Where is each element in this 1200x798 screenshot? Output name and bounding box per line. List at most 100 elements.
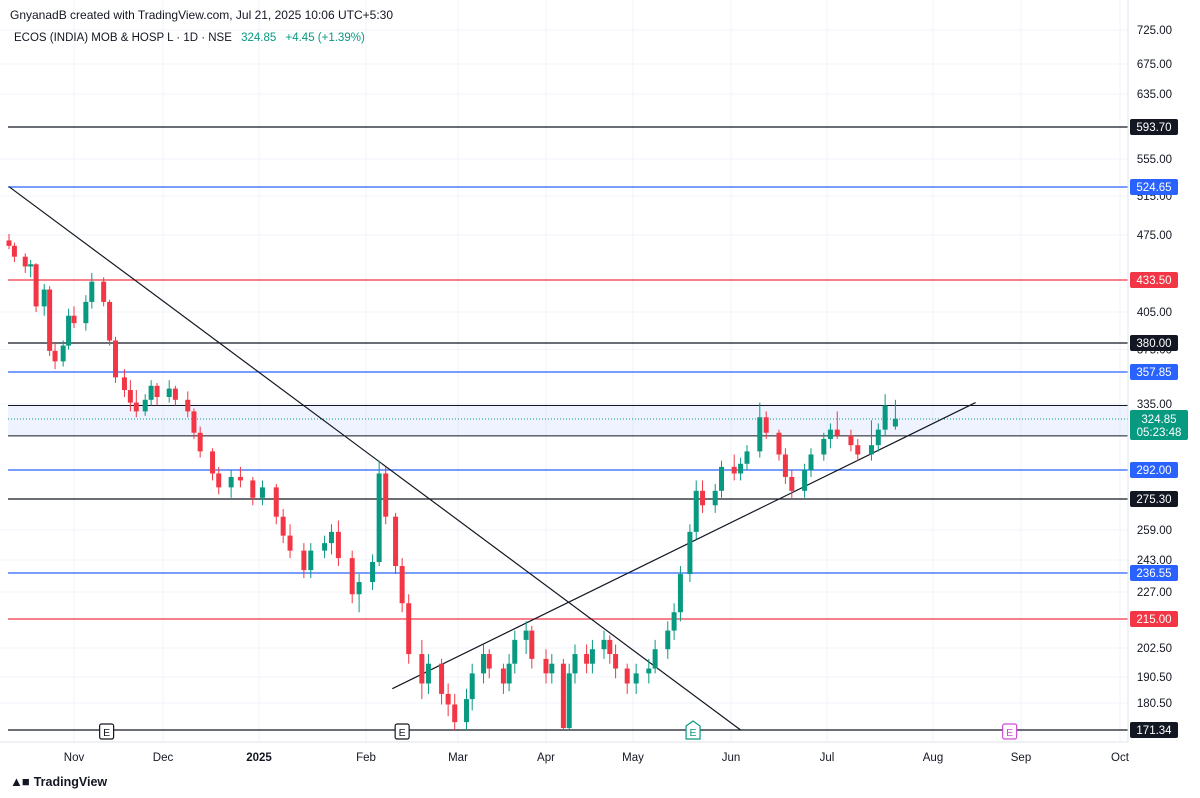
price-change: +4.45 (+1.39%) (285, 32, 365, 44)
bar-countdown-label: 05:23:48 (1137, 427, 1182, 439)
level-badge (1130, 462, 1178, 478)
brand-label: TradingView (33, 774, 108, 789)
candle (197, 426, 203, 458)
candle (250, 476, 256, 506)
candle (677, 566, 683, 622)
candle (693, 480, 699, 540)
candle-body (154, 385, 160, 397)
candle-body (280, 516, 286, 536)
candle (399, 558, 405, 613)
candle (142, 394, 148, 416)
candle (633, 663, 639, 694)
price-tick-label: 202.50 (1137, 643, 1172, 655)
candle-body (349, 558, 355, 595)
candle-body (652, 649, 658, 669)
candle (763, 411, 769, 439)
candle (744, 445, 750, 470)
candle-body (133, 402, 139, 412)
candle-body (589, 649, 595, 664)
trendline[interactable] (392, 402, 976, 690)
price-badges: 593.70 524.65 433.50 380.00 357.85 292.00 275.… (1130, 119, 1188, 738)
time-tick-label: 2025 (246, 752, 272, 764)
candle (607, 635, 613, 664)
earnings-marker-shape (685, 720, 701, 740)
price-tick-label: 190.50 (1137, 672, 1172, 684)
candle (406, 594, 412, 664)
candle (671, 603, 677, 640)
candle (83, 295, 89, 331)
candle-body (383, 473, 389, 517)
candle-body (693, 490, 699, 532)
candle (665, 621, 671, 659)
candle (848, 429, 854, 452)
trendline[interactable] (8, 186, 741, 731)
candle (237, 466, 243, 488)
candle-body (172, 388, 178, 400)
earnings-marker-label: E (690, 727, 697, 739)
symbol-legend: ECOS (INDIA) MOB & HOSP L · 1D · NSE 324… (14, 32, 365, 44)
candle (273, 483, 279, 525)
candle (834, 411, 840, 439)
time-tick-label: Aug (923, 752, 943, 764)
candle (589, 639, 595, 674)
candle-body (512, 639, 518, 664)
price-tick-label: 259.00 (1137, 525, 1172, 537)
candle-body (584, 654, 590, 664)
trendlines[interactable] (8, 186, 976, 731)
candle-body (700, 490, 706, 506)
candle-body (560, 663, 566, 729)
candle-body (148, 385, 154, 400)
candle-body (71, 315, 77, 324)
candle-body (665, 630, 671, 650)
candle (875, 423, 881, 452)
candle (52, 343, 58, 370)
earnings-marker[interactable]: E (99, 723, 115, 740)
candle-body (601, 639, 607, 650)
level-badge (1130, 335, 1178, 351)
tradingview-logo[interactable]: ▲■ TradingView (10, 774, 107, 789)
earnings-marker[interactable]: E (394, 723, 410, 740)
level-badge (1130, 119, 1178, 135)
candle (782, 448, 788, 484)
candle (808, 448, 814, 477)
price-axis[interactable]: 725.00675.00635.00555.00515.00475.00405.… (1137, 25, 1172, 710)
candle-body (687, 531, 693, 575)
candle (738, 457, 744, 481)
candle (172, 385, 178, 406)
horizontal-levels[interactable] (8, 126, 1128, 731)
candle (802, 463, 808, 498)
price-tick-label: 243.00 (1137, 555, 1172, 567)
price-tick-label: 405.00 (1137, 307, 1172, 319)
candle (439, 658, 445, 705)
level-badge (1130, 179, 1178, 195)
level-badge-label: 380.00 (1136, 338, 1171, 350)
candle (210, 448, 216, 481)
candle-body (197, 432, 203, 452)
candle (280, 509, 286, 544)
candle-body (107, 301, 113, 341)
candle-body (731, 466, 737, 474)
candle (121, 369, 127, 397)
earnings-marker[interactable]: E (685, 720, 701, 740)
candle-body (549, 663, 555, 674)
candle (700, 480, 706, 513)
time-axis[interactable]: Nov Dec 2025 Feb Mar Apr May Jun Jul Aug Sep Oct (64, 752, 1130, 764)
candle (584, 644, 590, 674)
candle (60, 340, 66, 367)
candle (419, 639, 425, 700)
candle (376, 460, 382, 567)
candle-body (101, 281, 107, 302)
candle (356, 574, 362, 613)
candle-body (228, 476, 234, 488)
earnings-marker-label: E (1006, 727, 1013, 739)
earnings-marker[interactable]: E (1002, 723, 1018, 740)
candle-body (406, 603, 412, 655)
candle (33, 263, 39, 312)
candle-body (47, 289, 53, 351)
candle (287, 524, 293, 559)
candle-body (719, 466, 725, 491)
candle (613, 644, 619, 679)
candle (228, 470, 234, 498)
